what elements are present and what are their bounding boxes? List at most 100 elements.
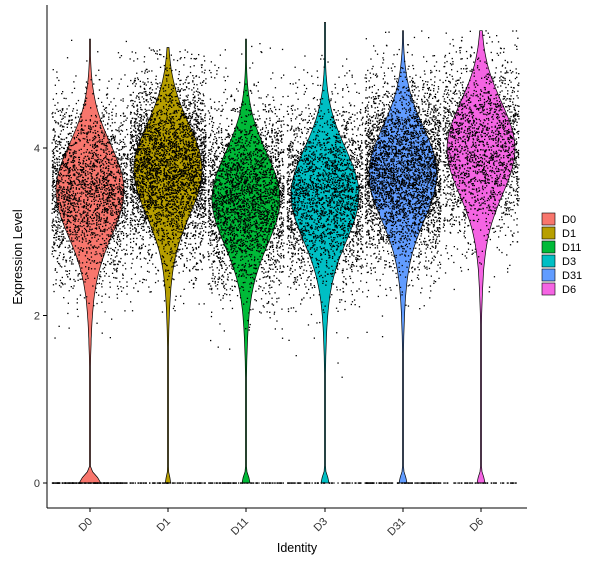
data-point <box>88 190 90 192</box>
data-point <box>63 256 65 258</box>
data-point <box>60 124 62 126</box>
data-point <box>139 191 141 193</box>
data-point <box>180 112 182 114</box>
data-point <box>89 187 91 189</box>
data-point <box>193 87 195 89</box>
data-point <box>59 144 62 146</box>
data-point <box>163 183 165 185</box>
data-point <box>180 156 182 158</box>
data-point <box>188 281 191 283</box>
data-point <box>108 179 110 182</box>
data-point <box>162 155 165 157</box>
data-point <box>195 268 197 271</box>
data-point <box>108 141 110 143</box>
data-point <box>169 67 171 70</box>
data-point <box>80 270 82 272</box>
data-point <box>204 180 207 182</box>
data-point <box>58 254 60 257</box>
data-point <box>193 119 195 121</box>
data-point <box>191 113 194 116</box>
data-point <box>143 198 145 200</box>
data-point <box>116 251 118 254</box>
data-point <box>149 171 151 173</box>
data-point <box>147 144 149 147</box>
data-point <box>125 40 127 43</box>
data-point <box>118 164 121 167</box>
data-point <box>79 169 81 171</box>
data-point <box>168 182 171 184</box>
data-point <box>195 145 198 147</box>
data-point <box>99 125 102 127</box>
data-point <box>160 202 163 204</box>
data-point <box>124 217 126 219</box>
data-point <box>95 234 97 236</box>
data-point <box>115 193 117 195</box>
data-point <box>162 178 164 181</box>
data-point <box>124 203 126 205</box>
data-point <box>132 147 134 149</box>
data-point <box>108 482 110 484</box>
data-point <box>193 192 195 194</box>
data-point <box>149 234 151 236</box>
data-point <box>135 140 137 142</box>
data-point <box>113 240 115 242</box>
data-point <box>172 126 175 128</box>
data-point <box>105 222 107 224</box>
data-point <box>60 242 62 244</box>
data-point <box>100 482 102 484</box>
data-point <box>134 121 136 123</box>
data-point <box>69 167 71 169</box>
data-point <box>118 201 120 203</box>
data-point <box>202 255 204 257</box>
data-point <box>88 152 90 154</box>
data-point <box>192 81 194 83</box>
data-point <box>52 98 54 100</box>
data-point <box>71 482 74 484</box>
data-point <box>92 183 94 185</box>
data-point <box>151 134 153 136</box>
data-point <box>166 115 168 117</box>
data-point <box>111 174 113 177</box>
data-point <box>109 239 111 241</box>
data-point <box>90 256 93 258</box>
data-point <box>122 168 124 170</box>
data-point <box>60 180 62 183</box>
data-point <box>157 180 159 182</box>
data-point <box>107 170 109 172</box>
data-point <box>142 278 144 280</box>
data-point <box>164 84 166 87</box>
data-point <box>94 227 96 229</box>
data-point <box>75 171 78 173</box>
data-point <box>57 102 59 104</box>
data-point <box>94 253 96 256</box>
data-point <box>66 195 68 197</box>
data-point <box>94 190 96 192</box>
data-point <box>99 205 101 207</box>
data-point <box>119 202 121 204</box>
data-point <box>71 155 73 157</box>
data-point <box>67 170 70 172</box>
data-point <box>60 186 62 188</box>
data-point <box>99 220 102 222</box>
data-point <box>176 145 178 147</box>
data-point <box>145 125 147 127</box>
data-point <box>87 193 89 195</box>
data-point <box>161 142 163 145</box>
data-point <box>126 253 128 255</box>
data-point <box>108 199 110 201</box>
data-point <box>98 226 100 228</box>
data-point <box>133 105 135 108</box>
data-point <box>64 166 66 168</box>
data-point <box>107 159 110 161</box>
data-point <box>171 256 173 258</box>
data-point <box>198 169 200 171</box>
data-point <box>194 118 196 121</box>
data-point <box>175 196 177 198</box>
data-point <box>85 132 88 134</box>
data-point <box>63 223 65 225</box>
data-point <box>81 272 83 274</box>
data-point <box>101 211 103 214</box>
data-point <box>136 169 138 171</box>
data-point <box>205 231 207 233</box>
data-point <box>133 81 135 83</box>
